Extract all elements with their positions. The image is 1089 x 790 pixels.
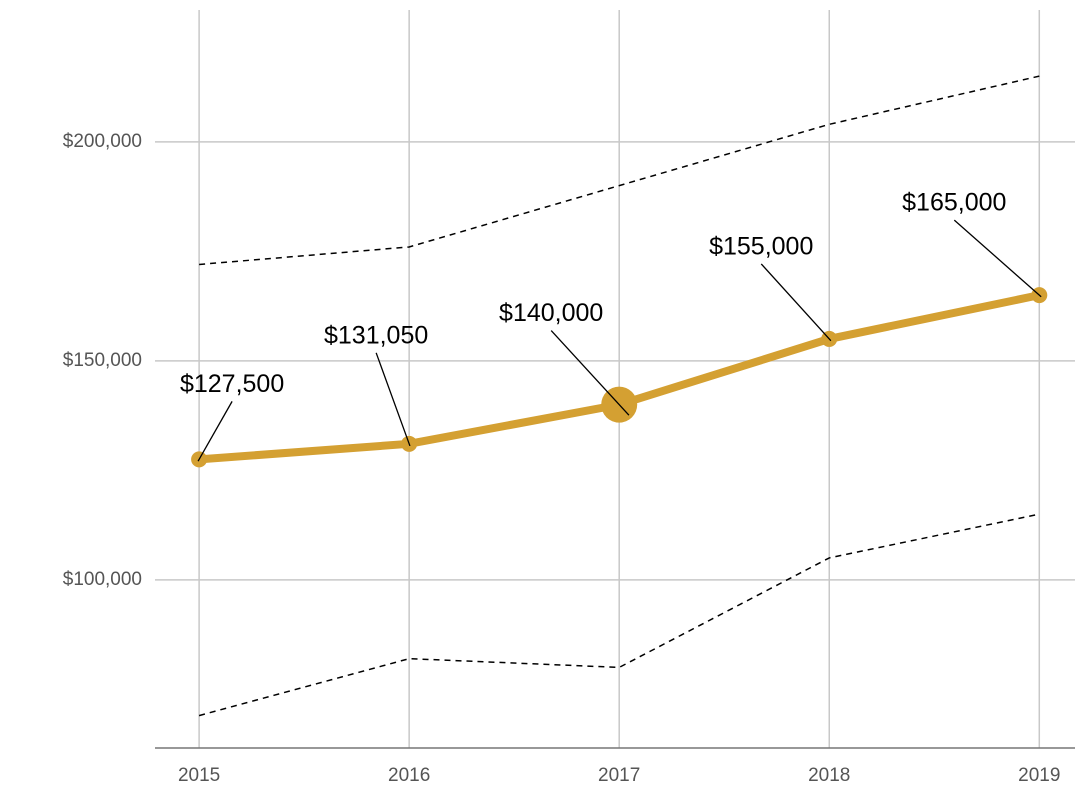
band-line [198, 513, 1040, 717]
leader-line [953, 219, 1042, 298]
leader-line [197, 401, 233, 462]
x-tick-label: 2015 [178, 765, 220, 786]
x-tick-label: 2019 [1018, 765, 1060, 786]
leader-line [550, 330, 630, 416]
leader-line [375, 352, 411, 447]
data-label: $140,000 [499, 299, 603, 327]
x-tick-label: 2018 [808, 765, 850, 786]
y-tick-label: $200,000 [63, 131, 142, 152]
leader-line [760, 263, 832, 342]
y-tick-label: $150,000 [63, 350, 142, 371]
band-line [199, 75, 1040, 266]
x-tick-label: 2016 [388, 765, 430, 786]
data-label: $127,500 [180, 370, 284, 398]
data-label: $131,050 [324, 321, 428, 349]
y-tick-label: $100,000 [63, 569, 142, 590]
data-label: $165,000 [902, 189, 1006, 217]
data-label: $155,000 [709, 233, 813, 261]
x-tick-label: 2017 [598, 765, 640, 786]
